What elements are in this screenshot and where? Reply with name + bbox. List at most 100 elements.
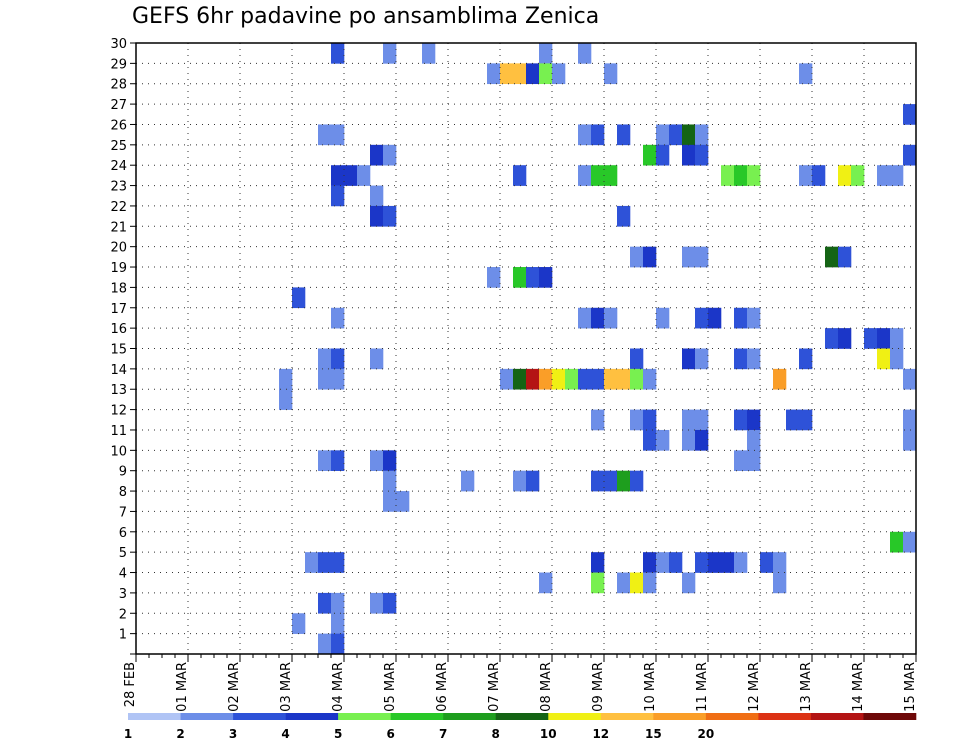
- heatmap-cell: [279, 389, 293, 410]
- heatmap-cell: [734, 307, 748, 329]
- heatmap-cell: [526, 470, 540, 492]
- grid-layer: [136, 43, 916, 654]
- heatmap-cell: [318, 348, 332, 370]
- heatmap-cell: [578, 307, 592, 329]
- heatmap-cell: [331, 165, 345, 186]
- y-tick-label: 6: [119, 526, 127, 541]
- heatmap-cell: [578, 165, 592, 186]
- heatmap-cell: [383, 491, 397, 512]
- y-tick-label: 1: [119, 628, 127, 643]
- heatmap-cell: [617, 368, 631, 390]
- legend-label: 4: [281, 727, 289, 741]
- heatmap-cell: [838, 165, 852, 186]
- heatmap-cell: [695, 552, 709, 573]
- heatmap-cell: [734, 165, 748, 186]
- x-tick-label: 14 MAR: [851, 662, 866, 712]
- heatmap-cell: [318, 450, 332, 471]
- heatmap-cell: [383, 205, 397, 227]
- y-tick-label: 4: [119, 567, 127, 582]
- y-tick-label: 9: [119, 465, 127, 480]
- heatmap-cell: [604, 470, 618, 492]
- heatmap-cell: [734, 409, 748, 431]
- heatmap-cell: [825, 328, 839, 349]
- legend-swatch: [338, 713, 391, 720]
- heatmap-cell: [591, 470, 605, 492]
- heatmap-cell: [695, 409, 709, 431]
- heatmap-cell: [734, 348, 748, 370]
- heatmap-cell: [370, 450, 384, 471]
- heatmap-cell: [695, 429, 709, 451]
- heatmap-cell: [643, 572, 657, 594]
- legend-label: 15: [645, 727, 662, 741]
- legend-label: 20: [698, 727, 715, 741]
- heatmap-cell: [552, 63, 566, 85]
- heatmap-cell: [903, 368, 917, 390]
- legend-label: 6: [386, 727, 394, 741]
- x-tick-label: 03 MAR: [279, 662, 294, 712]
- heatmap-cell: [318, 633, 332, 655]
- y-tick-label: 5: [119, 546, 127, 561]
- heatmap-cell: [526, 63, 540, 85]
- x-tick-label: 15 MAR: [903, 662, 918, 712]
- heatmap-cell: [734, 552, 748, 573]
- heatmap-cell: [747, 450, 761, 471]
- heatmap-cell: [331, 307, 345, 329]
- heatmap-cell: [682, 572, 696, 594]
- legend-swatch: [600, 713, 654, 720]
- heatmap-cell: [318, 592, 332, 614]
- x-tick-label: 05 MAR: [383, 662, 398, 712]
- x-tick-label: 12 MAR: [747, 662, 762, 712]
- legend-swatch: [810, 713, 864, 720]
- heatmap-cell: [292, 287, 306, 309]
- legend-label: 3: [229, 727, 237, 741]
- heatmap-cell: [799, 63, 813, 85]
- heatmap-cell: [682, 124, 696, 146]
- heatmap-cell: [721, 552, 735, 573]
- heatmap-cell: [630, 470, 644, 492]
- heatmap-cell: [383, 450, 397, 471]
- heatmap-cell: [656, 429, 670, 451]
- heatmap-cell: [370, 592, 384, 614]
- y-tick-label: 29: [110, 57, 127, 72]
- heatmap-cell: [539, 43, 553, 64]
- heatmap-cell: [799, 409, 813, 431]
- legend-label: 10: [540, 727, 557, 741]
- heatmap-cell: [617, 572, 631, 594]
- cells-layer: [279, 43, 917, 655]
- heatmap-cell: [773, 572, 787, 594]
- heatmap-cell: [539, 267, 553, 288]
- heatmap-cell: [370, 144, 384, 166]
- y-tick-label: 3: [119, 587, 127, 602]
- heatmap-cell: [708, 307, 722, 329]
- heatmap-cell: [721, 165, 735, 186]
- heatmap-cell: [604, 165, 618, 186]
- y-tick-label: 8: [119, 485, 127, 500]
- legend-swatch: [758, 713, 812, 720]
- heatmap-cell: [344, 165, 358, 186]
- x-tick-label: 09 MAR: [591, 662, 606, 712]
- legend-label: 1: [124, 727, 132, 741]
- heatmap-cell: [279, 368, 293, 390]
- heatmap-cell: [656, 124, 670, 146]
- heatmap-cell: [682, 429, 696, 451]
- heatmap-cell: [708, 552, 722, 573]
- heatmap-cell: [461, 470, 475, 492]
- y-tick-label: 17: [110, 302, 127, 317]
- heatmap-cell: [305, 552, 319, 573]
- legend-swatch: [390, 713, 444, 720]
- y-tick-label: 14: [110, 363, 127, 378]
- legend-label: 5: [334, 727, 342, 741]
- heatmap-cell: [422, 43, 436, 64]
- legend-swatch: [180, 713, 234, 720]
- heatmap-cell: [695, 144, 709, 166]
- heatmap-cell: [864, 328, 878, 349]
- heatmap-cell: [838, 328, 852, 349]
- heatmap-cell: [357, 165, 371, 186]
- heatmap-cell: [760, 552, 774, 573]
- heatmap-cell: [487, 267, 501, 288]
- x-tick-label: 10 MAR: [643, 662, 658, 712]
- heatmap-cell: [591, 307, 605, 329]
- heatmap-cell: [539, 63, 553, 85]
- heatmap-cell: [331, 450, 345, 471]
- heatmap-cell: [513, 165, 527, 186]
